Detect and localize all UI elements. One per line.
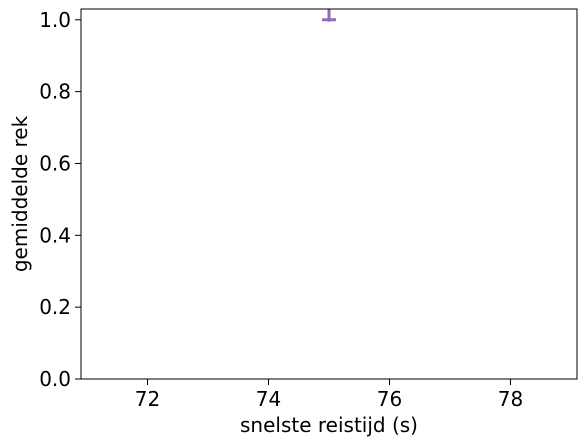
x-tick-label: 76 <box>377 387 402 411</box>
x-tick-label: 74 <box>256 387 281 411</box>
data-point <box>327 17 331 22</box>
plot-area <box>81 9 577 379</box>
x-axis: 72 74 76 78 <box>135 379 523 411</box>
x-axis-label: snelste reistijd (s) <box>240 413 418 437</box>
y-tick-label: 0.6 <box>39 151 71 175</box>
y-axis: 0.0 0.2 0.4 0.6 0.8 1.0 <box>39 8 81 391</box>
y-axis-label: gemiddelde rek <box>8 115 32 272</box>
x-tick-label: 72 <box>135 387 160 411</box>
y-tick-label: 0.8 <box>39 80 71 104</box>
y-tick-label: 0.2 <box>39 295 71 319</box>
plot-frame <box>80 8 578 380</box>
data-layer <box>322 9 336 22</box>
x-tick-label: 78 <box>498 387 523 411</box>
y-tick-label: 0.0 <box>39 367 71 391</box>
y-tick-label: 0.4 <box>39 223 71 247</box>
y-tick-label: 1.0 <box>39 8 71 32</box>
